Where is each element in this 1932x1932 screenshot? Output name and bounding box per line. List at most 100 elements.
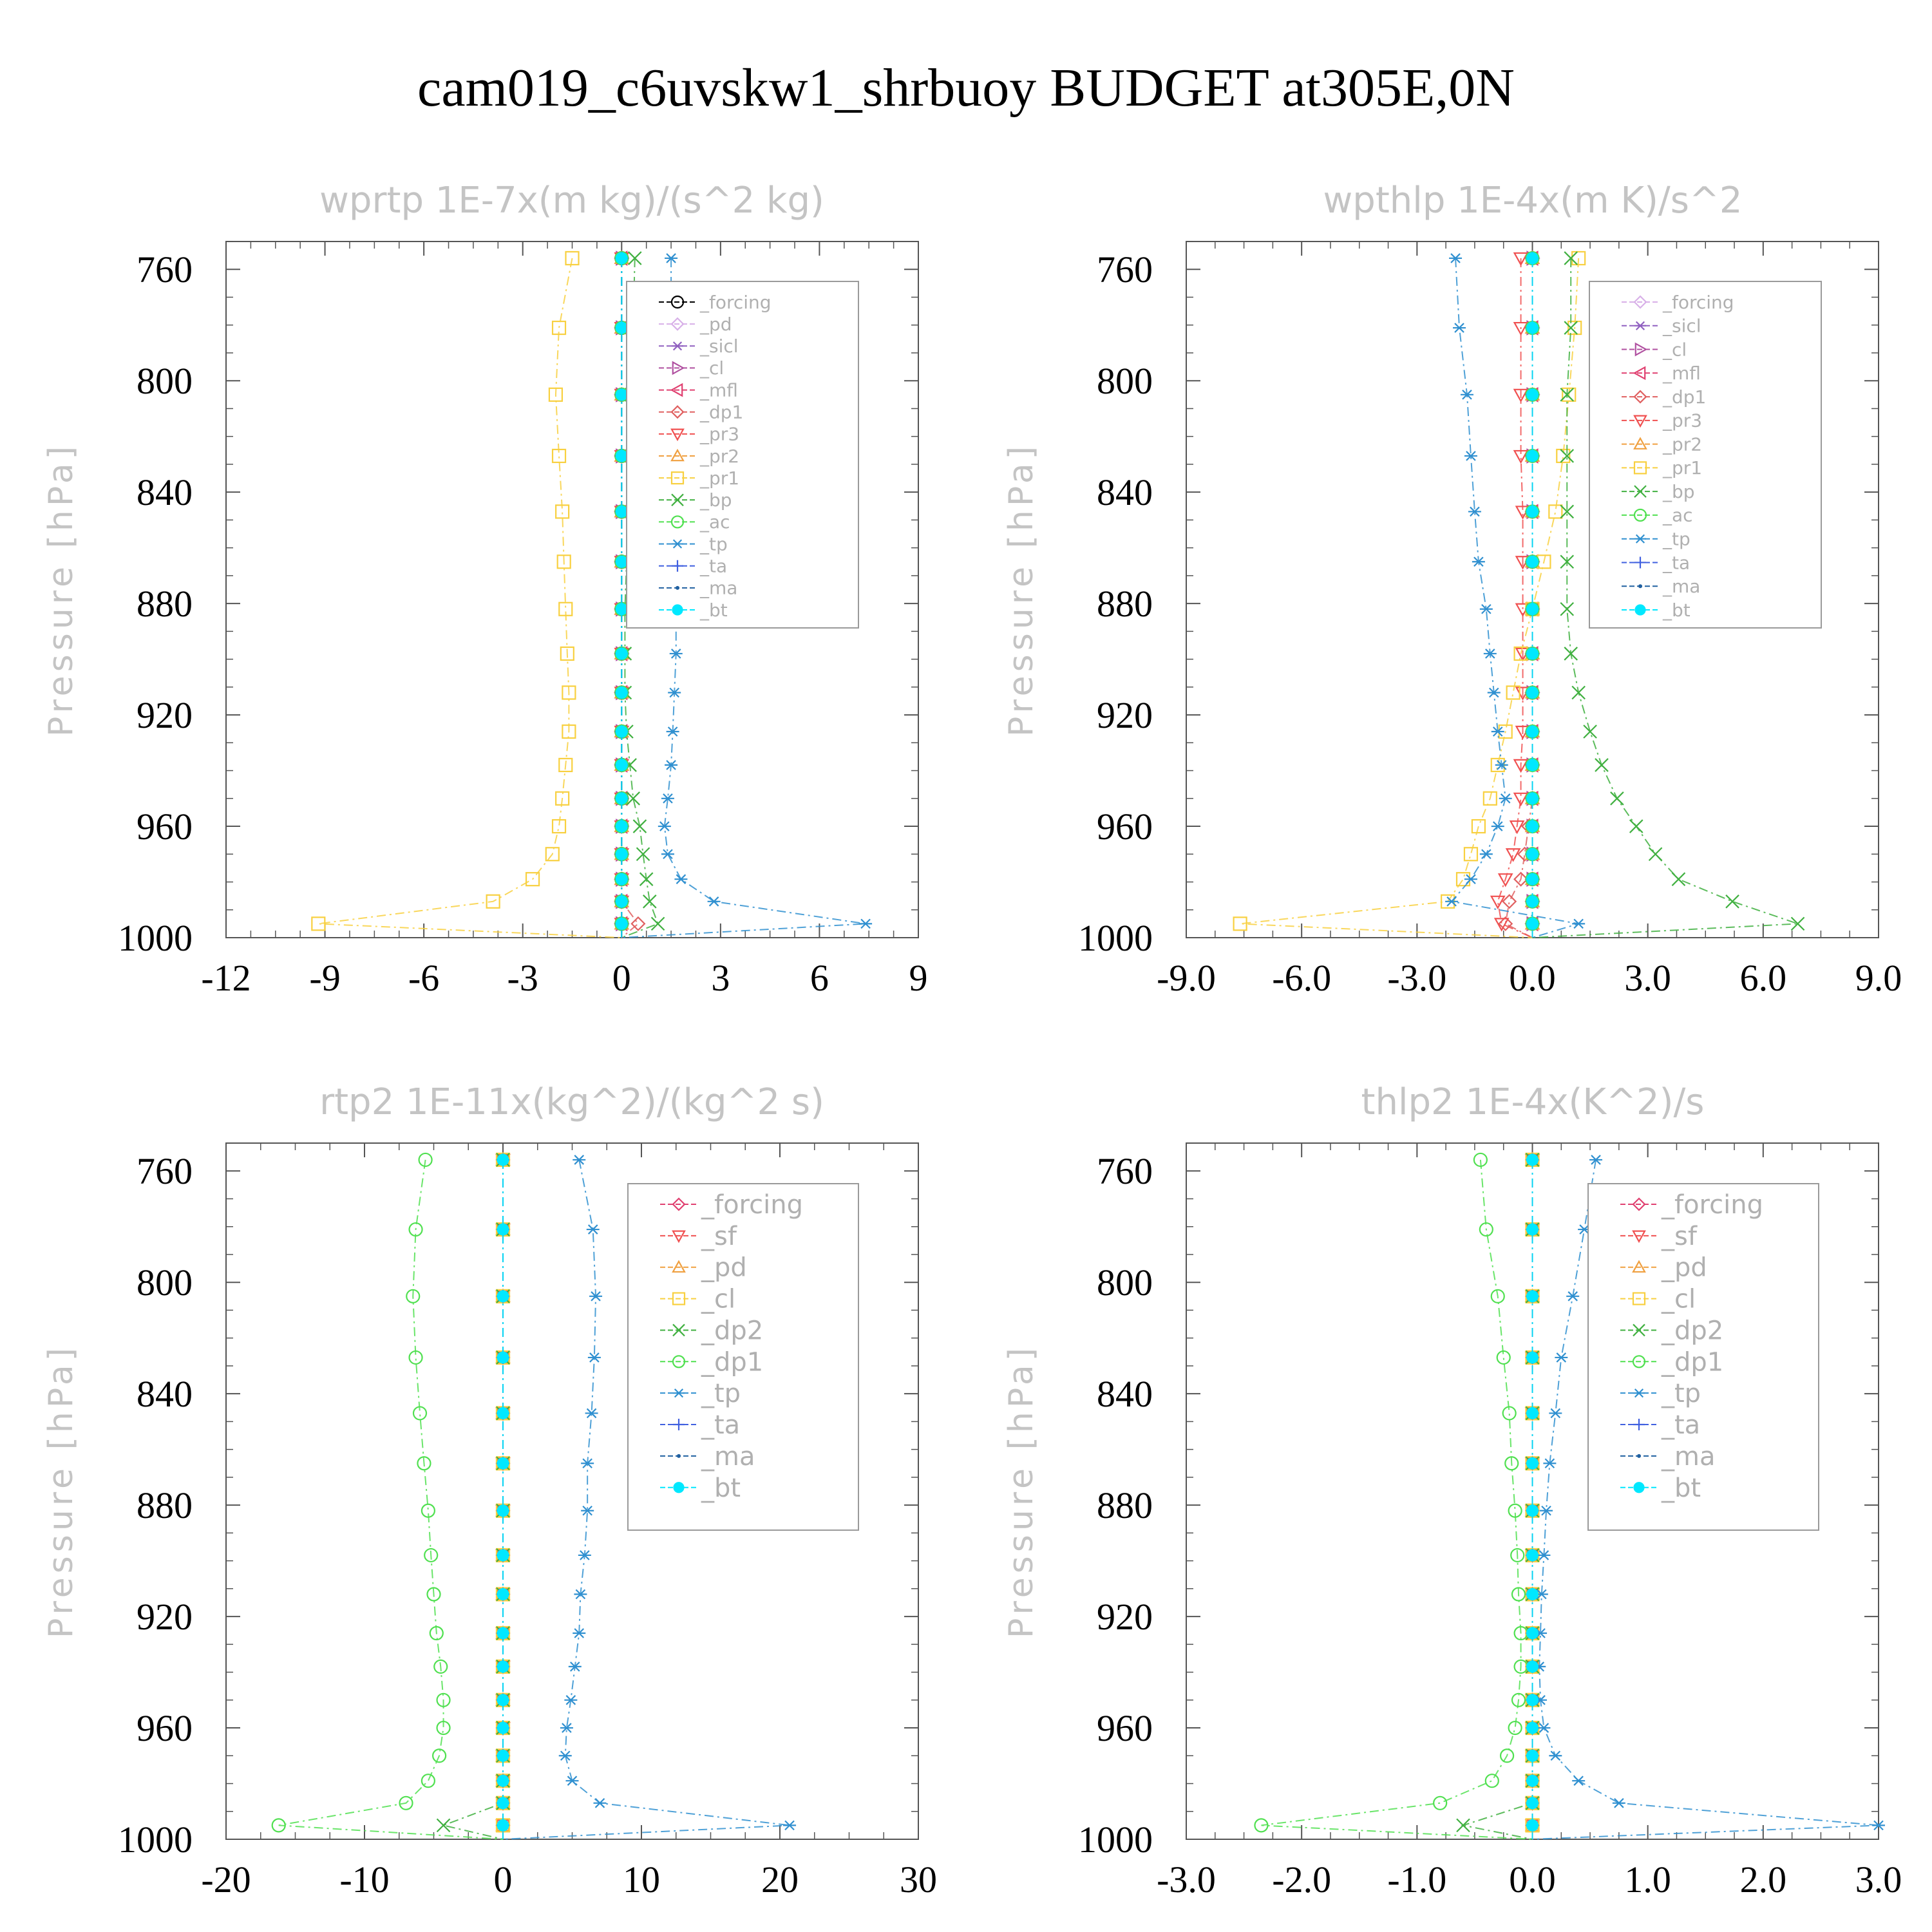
- data-point: [1513, 871, 1529, 887]
- data-point: [707, 896, 721, 907]
- y-tick-label: 800: [1097, 360, 1153, 402]
- data-point: [1595, 758, 1609, 772]
- data-point: [1449, 253, 1463, 263]
- series-line: [1240, 258, 1580, 938]
- x-tick-label: -6: [408, 957, 439, 999]
- legend-marker: [1633, 390, 1647, 404]
- legend-marker: [1632, 1292, 1646, 1305]
- x-tick-label: 9: [909, 957, 928, 999]
- data-point: [424, 1548, 439, 1563]
- legend-label: _ma: [1662, 576, 1700, 597]
- data-point: [1473, 1152, 1488, 1168]
- legend-box: [627, 1183, 859, 1531]
- y-tick-label: 960: [1097, 1707, 1153, 1749]
- data-point: [1725, 895, 1739, 909]
- series-bp: [1532, 251, 1805, 938]
- legend-label: _forcing: [699, 292, 772, 313]
- data-point: [1495, 760, 1508, 770]
- series-line: [1497, 258, 1533, 938]
- legend-label: _bt: [701, 1473, 741, 1503]
- data-point: [1526, 1351, 1539, 1364]
- data-point: [615, 873, 628, 886]
- data-point: [665, 253, 678, 263]
- data-point: [1526, 1660, 1539, 1673]
- y-tick-label: 760: [1097, 249, 1153, 290]
- x-tick-label: 0: [494, 1859, 513, 1900]
- legend-marker: [1633, 1388, 1645, 1398]
- data-point: [558, 757, 573, 773]
- x-tick-label: 30: [900, 1859, 937, 1900]
- legend-label: _bt: [1662, 600, 1690, 621]
- data-point: [1493, 918, 1510, 932]
- data-point: [1233, 916, 1247, 931]
- x-tick-label: -3.0: [1387, 957, 1446, 999]
- data-point: [1506, 685, 1520, 700]
- series-line: [1532, 258, 1798, 938]
- x-tick-label: -9: [309, 957, 340, 999]
- data-point: [1526, 1587, 1539, 1600]
- data-point: [1513, 321, 1529, 336]
- x-tick-label: 9.0: [1855, 957, 1902, 999]
- legend-marker: [672, 1230, 686, 1244]
- data-point: [615, 895, 628, 908]
- legend-marker: [670, 515, 685, 529]
- x-tick-label: -9.0: [1157, 957, 1216, 999]
- legend-marker: [671, 493, 684, 507]
- legend-marker: [1633, 1323, 1645, 1337]
- data-point: [497, 1797, 509, 1810]
- data-point: [497, 1660, 509, 1673]
- y-tick-label: 800: [1097, 1262, 1153, 1303]
- legend-marker: [673, 1388, 685, 1398]
- legend-label: _dp1: [1662, 386, 1706, 408]
- data-point: [615, 321, 628, 334]
- data-point: [1526, 917, 1539, 930]
- data-point: [408, 1350, 423, 1365]
- data-point: [661, 849, 674, 860]
- data-point: [1482, 791, 1497, 806]
- x-tick-label: 20: [761, 1859, 799, 1900]
- data-point: [1526, 1504, 1539, 1517]
- data-point: [630, 916, 646, 931]
- data-point: [556, 554, 571, 569]
- data-point: [615, 505, 628, 518]
- series-tp: [502, 1155, 797, 1840]
- data-point: [578, 1550, 591, 1560]
- legend: _forcing _sicl_cl _mfl_dp1_pr3_pr2_pr1 _bp _…: [1589, 281, 1822, 629]
- data-point: [1526, 1819, 1539, 1832]
- data-point: [1445, 896, 1459, 907]
- data-point: [1526, 603, 1539, 616]
- data-point: [497, 1223, 509, 1236]
- panel-title: wprtp 1E-7x(m kg)/(s^2 kg): [319, 180, 824, 222]
- legend-label: _dp1: [699, 402, 743, 423]
- data-point: [497, 1351, 509, 1364]
- x-tick-label: 10: [623, 1859, 660, 1900]
- legend: _forcing_sf_pd_cl_dp2_dp1_tp_ta_ma_bt: [1587, 1183, 1819, 1531]
- data-point: [1562, 387, 1577, 402]
- legend-label: _cl: [1662, 339, 1687, 360]
- data-point: [1572, 1776, 1586, 1786]
- legend-marker: [672, 341, 683, 351]
- data-point: [565, 251, 580, 266]
- x-tick-label: -10: [339, 1859, 389, 1900]
- panel-4: thlp2 1E-4x(K^2)/s Pressure [hPa] -3.0 -2.0…: [1002, 1081, 1902, 1900]
- legend-label: _tp: [1661, 1379, 1701, 1408]
- data-point: [636, 847, 650, 862]
- data-point: [497, 1587, 509, 1600]
- data-point: [1526, 1627, 1539, 1640]
- data-point: [1526, 759, 1539, 772]
- data-point: [562, 724, 576, 739]
- data-point: [1571, 685, 1586, 700]
- data-point: [1499, 793, 1512, 804]
- figure-title: cam019_c6uvskw1_shrbuoy BUDGET at305E,0N: [417, 58, 1515, 118]
- data-point: [418, 1152, 433, 1168]
- legend-marker: [673, 1419, 685, 1431]
- panel-1: wprtp 1E-7x(m kg)/(s^2 kg) Pressure [hPa]…: [42, 180, 928, 999]
- series-dp2: [1456, 1153, 1540, 1840]
- y-tick-label: 960: [137, 806, 193, 848]
- data-point: [497, 1627, 509, 1640]
- legend-marker: [1634, 556, 1646, 569]
- data-point: [1526, 1457, 1539, 1470]
- y-tick-label: 840: [1097, 1373, 1153, 1415]
- legend-marker: [670, 317, 685, 331]
- data-point: [574, 1589, 587, 1600]
